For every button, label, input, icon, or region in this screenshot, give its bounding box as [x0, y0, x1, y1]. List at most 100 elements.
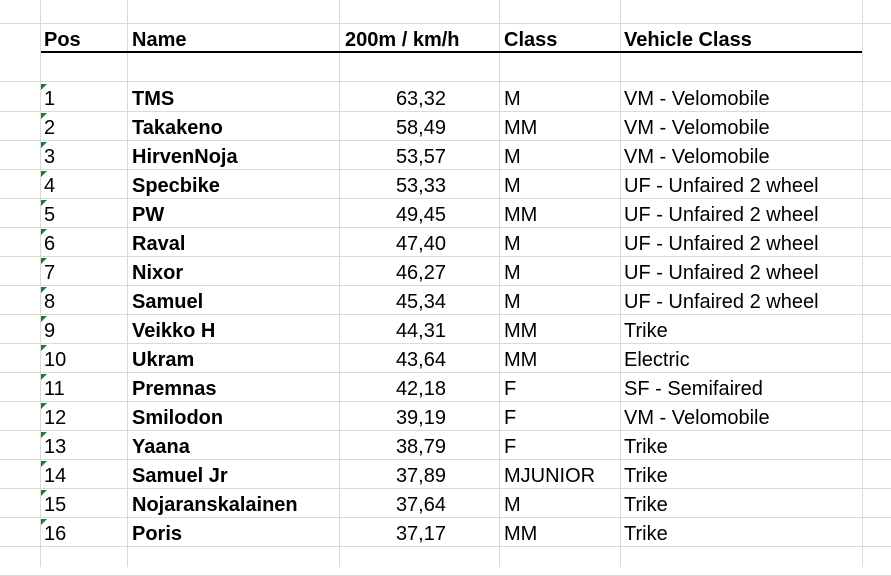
table-row[interactable]: 16 Poris 37,17 MM Trike [0, 518, 891, 547]
cell-name[interactable]: Poris [132, 523, 183, 545]
cell-pos[interactable]: 5 [44, 204, 56, 226]
cell-speed[interactable]: 45,34 [395, 291, 446, 313]
cell-vehicle-class[interactable]: UF - Unfaired 2 wheel [624, 204, 819, 226]
blank-row[interactable] [0, 53, 891, 82]
cell-speed[interactable]: 44,31 [395, 320, 446, 342]
cell-name[interactable]: HirvenNoja [132, 146, 238, 168]
cell-class[interactable]: F [504, 407, 517, 429]
table-row[interactable]: 10 Ukram 43,64 MM Electric [0, 344, 891, 373]
cell-class[interactable]: MM [504, 523, 538, 545]
table-row[interactable]: 2 Takakeno 58,49 MM VM - Velomobile [0, 112, 891, 141]
cell-class[interactable]: MM [504, 204, 538, 226]
cell-pos[interactable]: 11 [44, 378, 65, 400]
cell-class[interactable]: MM [504, 349, 538, 371]
table-row[interactable]: 9 Veikko H 44,31 MM Trike [0, 315, 891, 344]
cell-name[interactable]: Premnas [132, 378, 217, 400]
cell-speed[interactable]: 37,64 [395, 494, 446, 516]
cell-class[interactable]: F [504, 378, 517, 400]
cell-name[interactable]: Specbike [132, 175, 220, 197]
cell-class[interactable]: M [504, 291, 521, 313]
cell-pos[interactable]: 1 [44, 88, 56, 110]
cell-name[interactable]: Samuel [132, 291, 204, 313]
cell-class[interactable]: MJUNIOR [504, 465, 596, 487]
cell-class[interactable]: MM [504, 320, 538, 342]
table-row[interactable]: 12 Smilodon 39,19 F VM - Velomobile [0, 402, 891, 431]
cell-speed[interactable]: 42,18 [395, 378, 446, 400]
cell-speed[interactable]: 47,40 [395, 233, 446, 255]
cell-pos[interactable]: 3 [44, 146, 56, 168]
cell-pos[interactable]: 4 [44, 175, 56, 197]
header-vehicle-class[interactable]: Vehicle Class [624, 29, 752, 51]
table-row[interactable]: 1 TMS 63,32 M VM - Velomobile [0, 83, 891, 112]
cell-class[interactable]: M [504, 262, 521, 284]
cell-vehicle-class[interactable]: UF - Unfaired 2 wheel [624, 175, 819, 197]
cell-class[interactable]: M [504, 88, 521, 110]
cell-speed[interactable]: 53,57 [395, 146, 446, 168]
cell-class[interactable]: M [504, 494, 521, 516]
empty-row[interactable] [0, 547, 891, 576]
cell-vehicle-class[interactable]: UF - Unfaired 2 wheel [624, 291, 819, 313]
table-row[interactable]: 13 Yaana 38,79 F Trike [0, 431, 891, 460]
cell-pos[interactable]: 16 [44, 523, 67, 545]
header-name[interactable]: Name [132, 29, 187, 51]
table-row[interactable]: 14 Samuel Jr 37,89 MJUNIOR Trike [0, 460, 891, 489]
cell-vehicle-class[interactable]: VM - Velomobile [624, 146, 770, 168]
table-row[interactable]: 4 Specbike 53,33 M UF - Unfaired 2 wheel [0, 170, 891, 199]
cell-name[interactable]: Nojaranskalainen [132, 494, 298, 516]
cell-pos[interactable]: 6 [44, 233, 56, 255]
cell-speed[interactable]: 58,49 [395, 117, 446, 139]
cell-pos[interactable]: 2 [44, 117, 56, 139]
cell-speed[interactable]: 46,27 [395, 262, 446, 284]
table-row[interactable]: 5 PW 49,45 MM UF - Unfaired 2 wheel [0, 199, 891, 228]
cell-vehicle-class[interactable]: Trike [624, 320, 668, 342]
cell-speed[interactable]: 37,17 [395, 523, 446, 545]
cell-name[interactable]: Yaana [132, 436, 190, 458]
header-pos[interactable]: Pos [44, 29, 81, 51]
cell-class[interactable]: F [504, 436, 517, 458]
cell-vehicle-class[interactable]: Trike [624, 523, 668, 545]
cell-pos[interactable]: 7 [44, 262, 56, 284]
cell-class[interactable]: M [504, 175, 521, 197]
cell-speed[interactable]: 53,33 [395, 175, 446, 197]
cell-vehicle-class[interactable]: VM - Velomobile [624, 117, 770, 139]
cell-name[interactable]: Ukram [132, 349, 195, 371]
cell-pos[interactable]: 12 [44, 407, 67, 429]
cell-vehicle-class[interactable]: SF - Semifaired [624, 378, 763, 400]
cell-vehicle-class[interactable]: Electric [624, 349, 690, 371]
table-row[interactable]: 11 Premnas 42,18 F SF - Semifaired [0, 373, 891, 402]
cell-speed[interactable]: 43,64 [395, 349, 446, 371]
table-row[interactable]: 7 Nixor 46,27 M UF - Unfaired 2 wheel [0, 257, 891, 286]
cell-vehicle-class[interactable]: UF - Unfaired 2 wheel [624, 262, 819, 284]
cell-name[interactable]: Takakeno [132, 117, 223, 139]
cell-name[interactable]: TMS [132, 88, 175, 110]
table-row[interactable]: 15 Nojaranskalainen 37,64 M Trike [0, 489, 891, 518]
cell-name[interactable]: Smilodon [132, 407, 224, 429]
cell-pos[interactable]: 14 [44, 465, 67, 487]
cell-pos[interactable]: 9 [44, 320, 56, 342]
cell-name[interactable]: Veikko H [132, 320, 216, 342]
cell-vehicle-class[interactable]: Trike [624, 465, 668, 487]
cell-name[interactable]: Raval [132, 233, 186, 255]
cell-class[interactable]: M [504, 146, 521, 168]
cell-pos[interactable]: 8 [44, 291, 56, 313]
cell-speed[interactable]: 37,89 [395, 465, 446, 487]
cell-name[interactable]: Nixor [132, 262, 184, 284]
cell-vehicle-class[interactable]: Trike [624, 436, 668, 458]
cell-speed[interactable]: 63,32 [395, 88, 446, 110]
cell-speed[interactable]: 38,79 [395, 436, 446, 458]
cell-vehicle-class[interactable]: VM - Velomobile [624, 88, 770, 110]
cell-vehicle-class[interactable]: UF - Unfaired 2 wheel [624, 233, 819, 255]
header-class[interactable]: Class [504, 29, 558, 51]
cell-speed[interactable]: 49,45 [395, 204, 446, 226]
cell-name[interactable]: Samuel Jr [132, 465, 228, 487]
header-speed[interactable]: 200m / km/h [345, 29, 460, 51]
cell-pos[interactable]: 15 [44, 494, 67, 516]
cell-speed[interactable]: 39,19 [395, 407, 446, 429]
table-row[interactable]: 3 HirvenNoja 53,57 M VM - Velomobile [0, 141, 891, 170]
cell-vehicle-class[interactable]: VM - Velomobile [624, 407, 770, 429]
cell-class[interactable]: M [504, 233, 521, 255]
table-row[interactable]: 6 Raval 47,40 M UF - Unfaired 2 wheel [0, 228, 891, 257]
cell-pos[interactable]: 13 [44, 436, 67, 458]
cell-pos[interactable]: 10 [44, 349, 67, 371]
cell-vehicle-class[interactable]: Trike [624, 494, 668, 516]
